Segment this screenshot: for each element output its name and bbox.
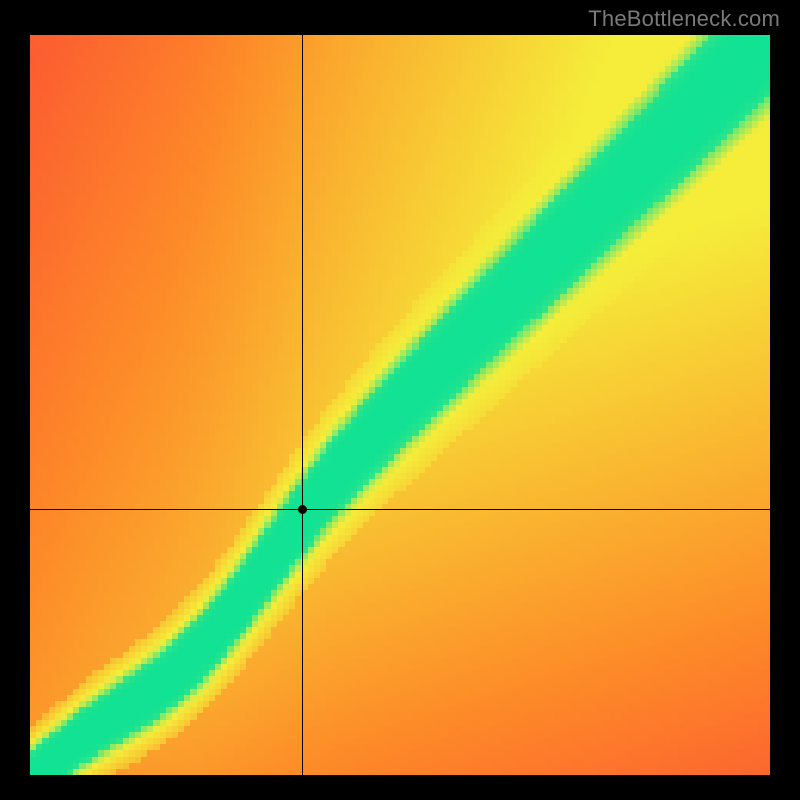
crosshair-marker: [298, 505, 307, 514]
crosshair-horizontal: [30, 509, 770, 510]
crosshair-vertical: [302, 35, 303, 775]
chart-container: TheBottleneck.com: [0, 0, 800, 800]
watermark-text: TheBottleneck.com: [588, 6, 780, 32]
heatmap-canvas: [30, 35, 770, 775]
heatmap-plot: [30, 35, 770, 775]
